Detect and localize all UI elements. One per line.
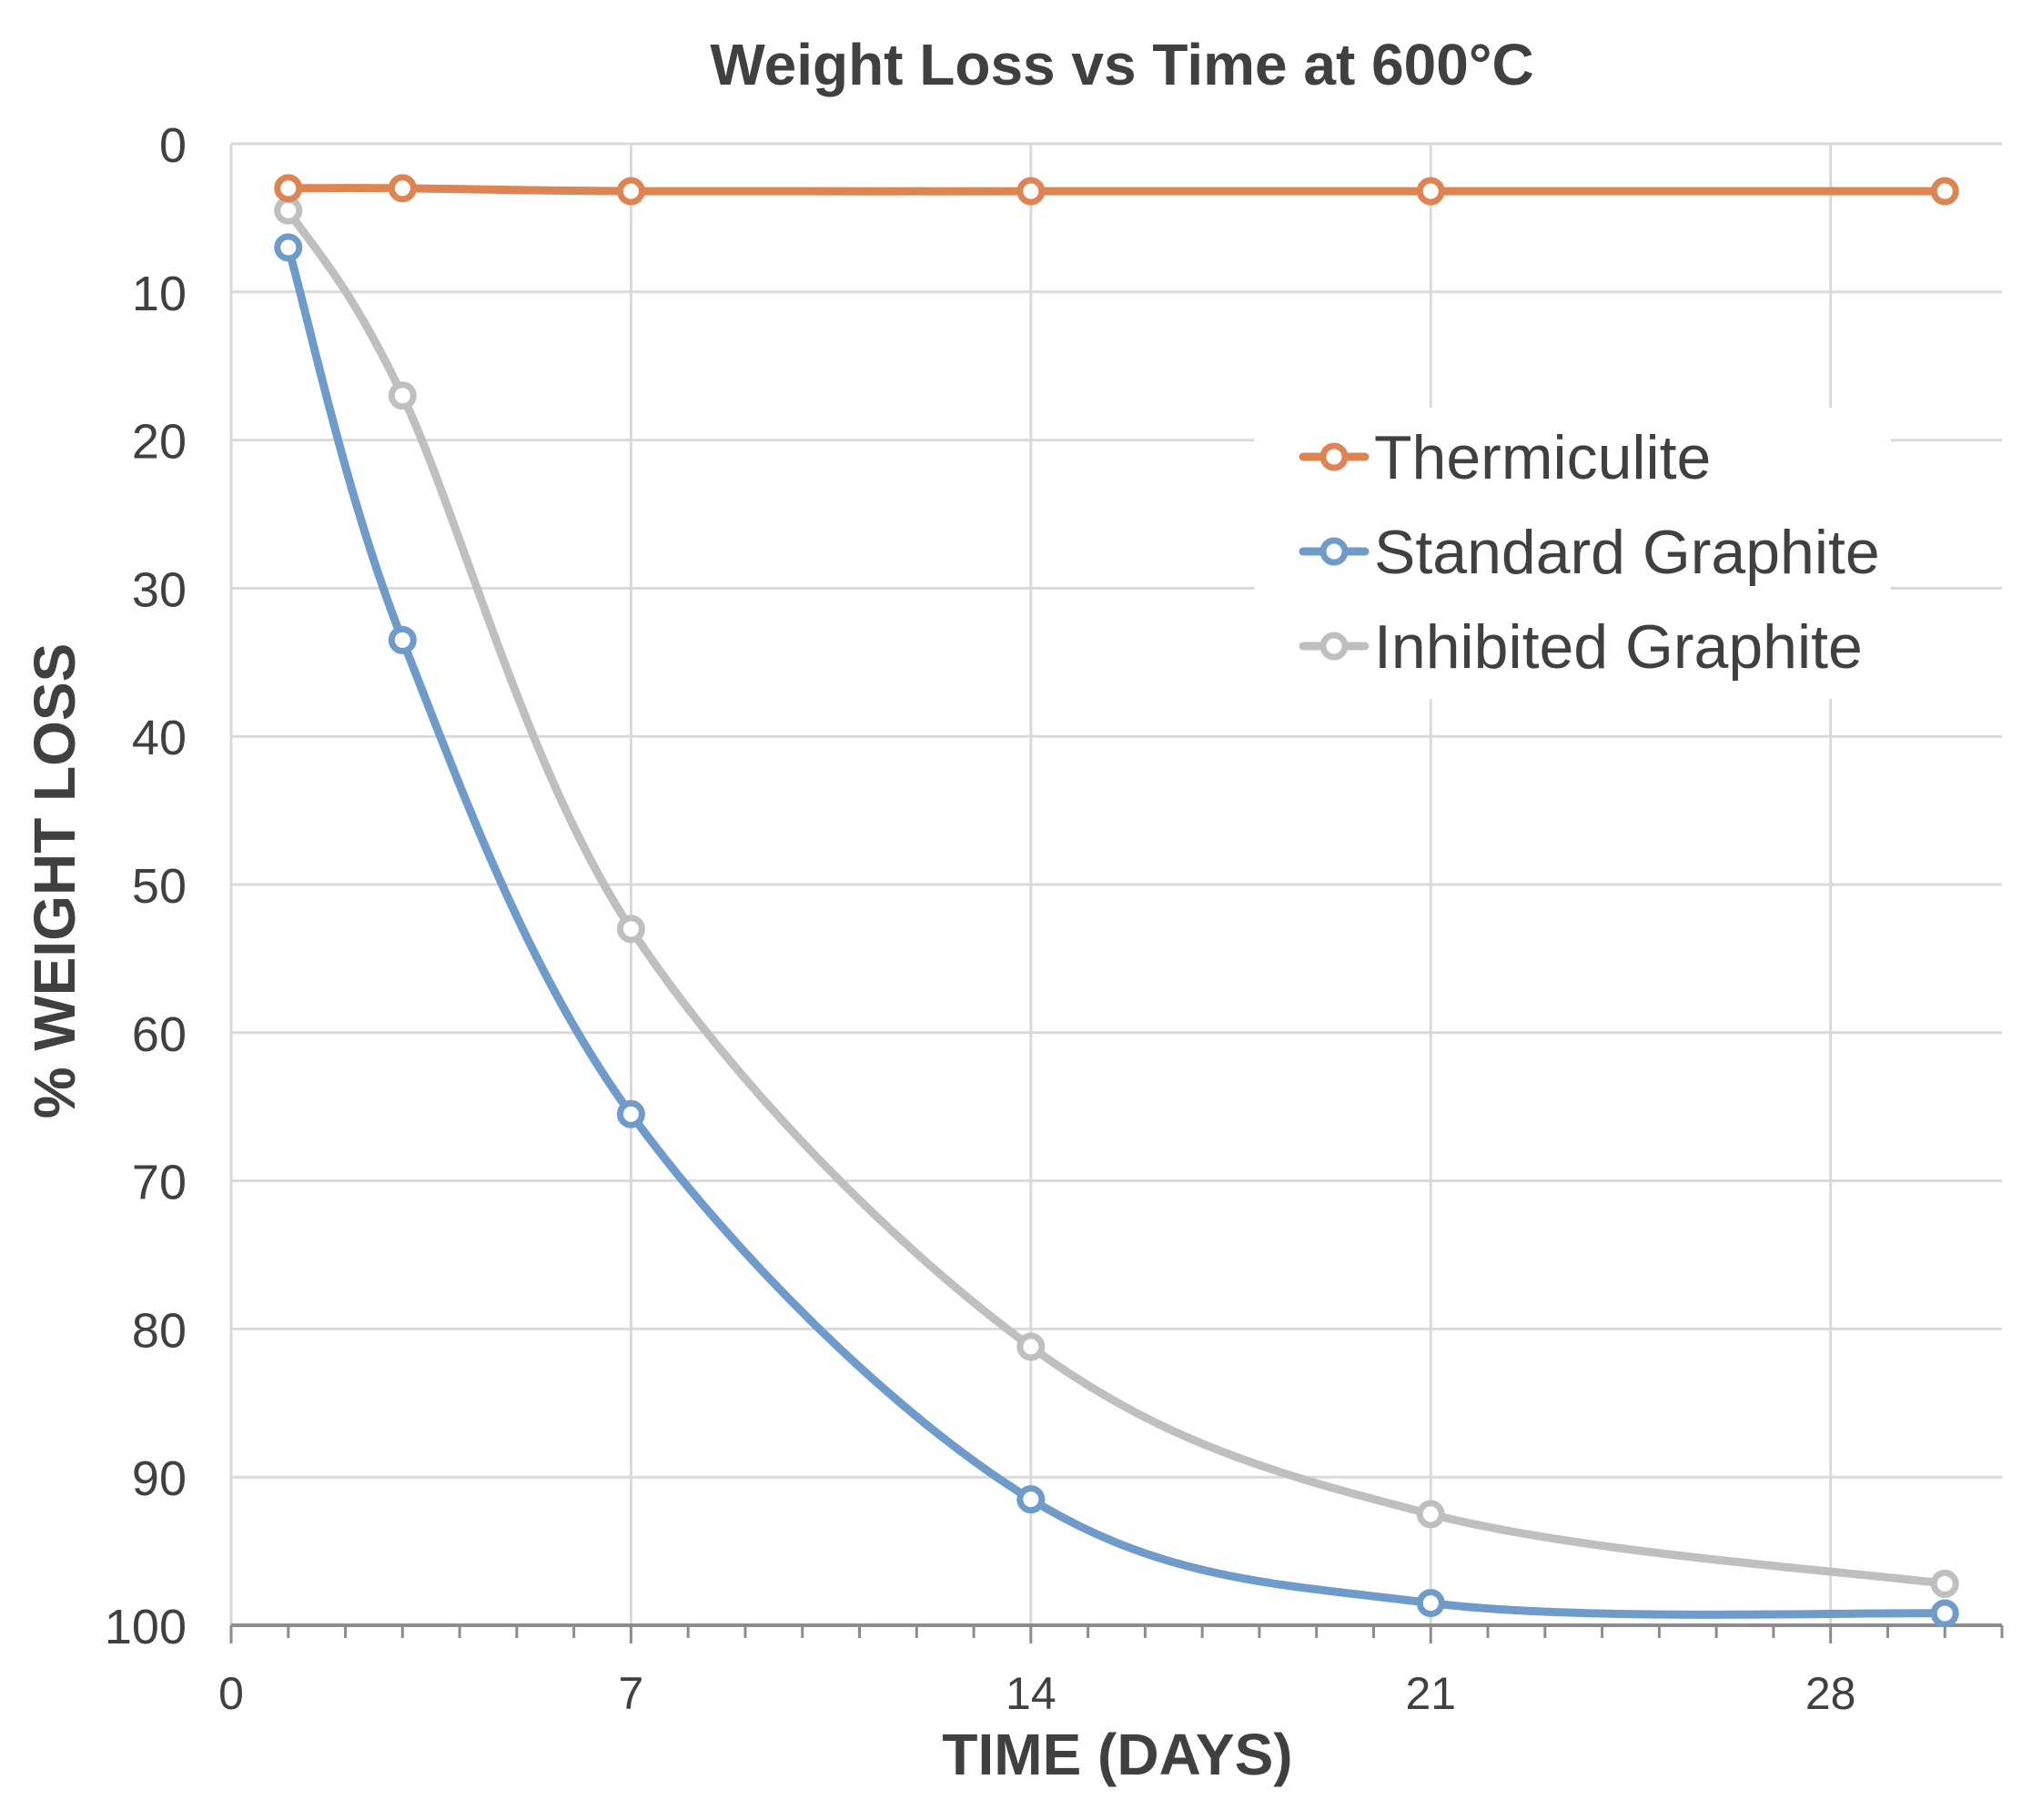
y-tick-label: 70 xyxy=(132,1156,187,1210)
y-tick-label: 10 xyxy=(132,267,187,321)
data-point-thermiculite xyxy=(1930,177,1959,206)
data-point-standard-graphite xyxy=(616,1099,645,1128)
y-tick-label: 20 xyxy=(132,415,187,470)
data-point-inhibited-graphite xyxy=(388,381,417,410)
legend: Thermiculite Standard Graphite Inhibited G… xyxy=(1254,408,1891,699)
legend-label: Standard Graphite xyxy=(1374,518,1880,587)
y-tick-label: 50 xyxy=(132,859,187,914)
y-tick-labels: 0 10 20 30 40 50 60 70 80 90 100 xyxy=(105,118,187,1654)
x-axis-label: TIME (DAYS) xyxy=(942,1722,1292,1787)
x-tick-label: 14 xyxy=(1006,1668,1056,1719)
data-point-standard-graphite xyxy=(1930,1599,1959,1628)
data-point-inhibited-graphite xyxy=(616,915,645,944)
data-point-thermiculite xyxy=(274,174,303,203)
legend-swatch-marker xyxy=(1319,537,1349,566)
data-point-standard-graphite xyxy=(274,233,303,262)
series-line-standard-graphite xyxy=(284,243,1949,1619)
legend-label: Thermiculite xyxy=(1374,423,1711,492)
data-point-thermiculite xyxy=(616,177,645,206)
data-point-standard-graphite xyxy=(388,625,417,654)
x-tick-labels: 0 7 14 21 28 xyxy=(218,1668,1855,1719)
legend-swatch-marker xyxy=(1319,632,1349,661)
series-group xyxy=(274,174,1959,1628)
x-tick-label: 0 xyxy=(218,1668,244,1719)
y-tick-label: 40 xyxy=(132,711,187,765)
legend-label: Inhibited Graphite xyxy=(1374,612,1863,682)
data-point-thermiculite xyxy=(1416,177,1445,206)
gridlines xyxy=(231,142,2002,1625)
data-point-inhibited-graphite xyxy=(1016,1332,1046,1361)
data-point-thermiculite xyxy=(1016,177,1046,206)
y-tick-label: 60 xyxy=(132,1007,187,1062)
x-tick-label: 28 xyxy=(1805,1668,1856,1719)
series-line-inhibited-graphite xyxy=(284,206,1949,1588)
legend-swatch-marker xyxy=(1319,442,1349,471)
y-tick-label: 0 xyxy=(159,118,187,173)
y-tick-label: 80 xyxy=(132,1303,187,1358)
x-tick-label: 21 xyxy=(1405,1668,1456,1719)
data-point-inhibited-graphite xyxy=(1416,1500,1445,1529)
data-point-standard-graphite xyxy=(1416,1589,1445,1618)
y-tick-label: 100 xyxy=(105,1600,187,1654)
series-line-thermiculite xyxy=(284,184,1949,196)
y-axis-label: % WEIGHT LOSS xyxy=(22,643,87,1119)
x-tick-label: 7 xyxy=(619,1668,644,1719)
y-tick-label: 30 xyxy=(132,562,187,617)
axes xyxy=(229,144,2004,1643)
data-point-inhibited-graphite xyxy=(1930,1569,1959,1598)
chart-title: Weight Loss vs Time at 600°C xyxy=(710,32,1533,97)
data-point-inhibited-graphite xyxy=(274,196,303,225)
data-point-thermiculite xyxy=(388,174,417,203)
y-tick-label: 90 xyxy=(132,1451,187,1506)
data-point-standard-graphite xyxy=(1016,1485,1046,1514)
